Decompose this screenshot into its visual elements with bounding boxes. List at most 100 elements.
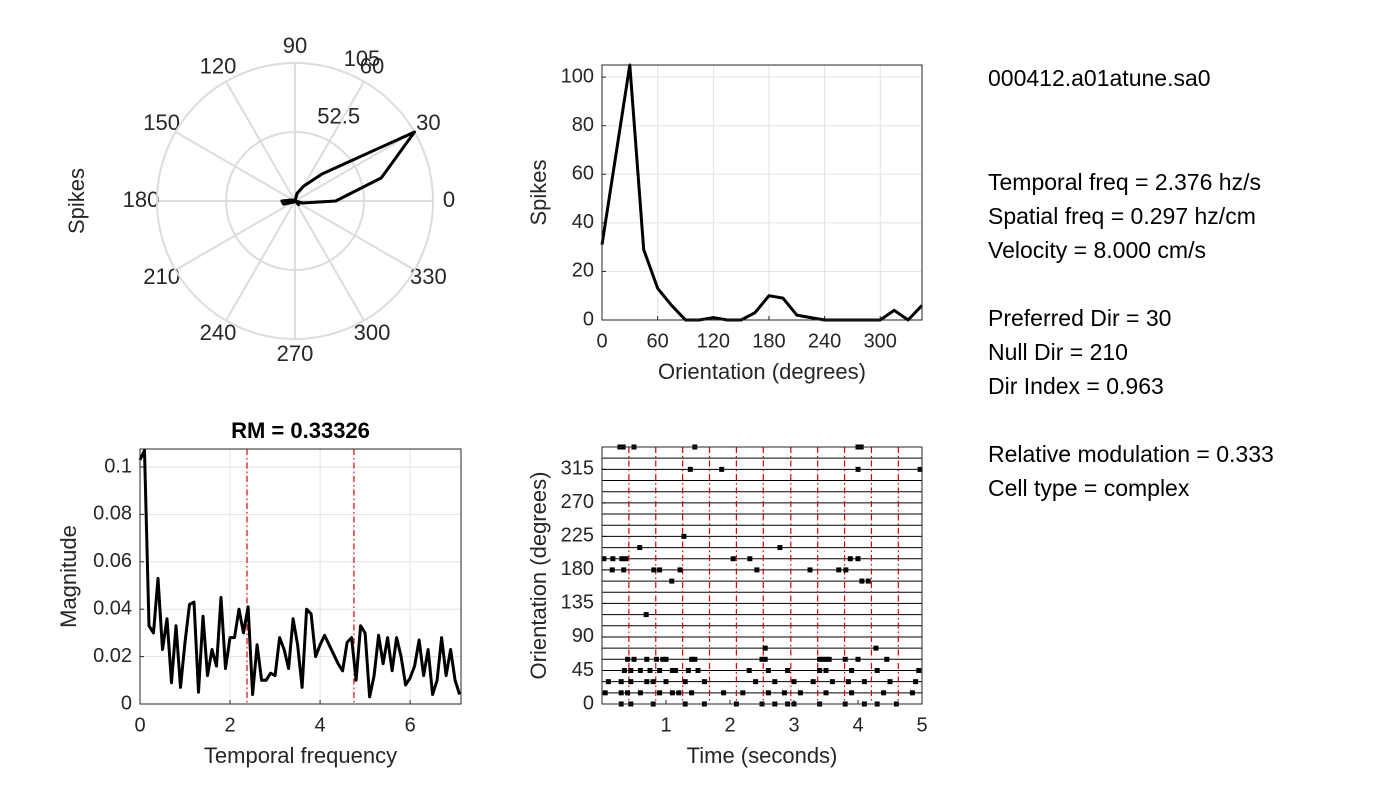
spike	[847, 556, 853, 562]
spike	[781, 690, 787, 696]
y-tick-label: 135	[561, 592, 594, 614]
spike	[823, 656, 829, 662]
info-line: Cell type = complex	[988, 475, 1190, 501]
y-axis-label: Spikes	[64, 168, 89, 234]
spike	[625, 656, 631, 662]
spike	[730, 556, 736, 562]
spike	[881, 690, 887, 696]
spike	[817, 667, 823, 673]
spike	[746, 667, 752, 673]
y-axis-label: Orientation (degrees)	[526, 472, 551, 680]
spike	[619, 556, 625, 562]
spike	[621, 567, 627, 573]
spike	[759, 656, 765, 662]
spike	[791, 679, 797, 685]
spike	[861, 679, 867, 685]
spike	[669, 690, 675, 696]
theta-tick-label: 0	[443, 187, 455, 212]
y-axis-label: Spikes	[526, 159, 551, 225]
spike	[637, 667, 643, 673]
theta-tick-label: 30	[416, 110, 440, 135]
x-tick-label: 120	[697, 330, 730, 352]
y-tick-label: 80	[572, 114, 594, 136]
spike	[677, 567, 683, 573]
spike	[621, 667, 627, 673]
spike	[653, 656, 659, 662]
spike	[917, 466, 923, 472]
spike	[887, 679, 893, 685]
spike	[602, 690, 608, 696]
spike	[692, 656, 698, 662]
y-tick-label: 0.06	[93, 550, 132, 572]
spike	[909, 690, 915, 696]
polar-circle	[156, 62, 434, 340]
spike	[842, 656, 848, 662]
spike	[609, 567, 615, 573]
x-tick-label: 300	[864, 330, 897, 352]
x-axis-label: Time (seconds)	[687, 743, 838, 768]
spike	[625, 690, 631, 696]
y-tick-label: 0.1	[104, 455, 132, 477]
spike	[647, 667, 653, 673]
data-line	[138, 448, 462, 699]
y-tick-label: 0.04	[93, 597, 132, 619]
spike	[762, 656, 768, 662]
spike	[765, 667, 771, 673]
spike	[601, 556, 607, 562]
spike	[676, 690, 682, 696]
x-tick-label: 2	[724, 714, 735, 736]
spike	[772, 679, 778, 685]
spike	[637, 690, 643, 696]
spike	[865, 578, 871, 584]
info-line: Null Dir = 210	[988, 339, 1128, 365]
x-tick-label: 6	[405, 714, 416, 736]
spike	[754, 567, 760, 573]
spike	[628, 667, 634, 673]
spike	[644, 656, 650, 662]
spike	[643, 612, 649, 618]
spike	[916, 667, 922, 673]
spike	[810, 679, 816, 685]
y-tick-label: 100	[561, 65, 594, 87]
x-axis-label: Orientation (degrees)	[658, 359, 866, 384]
spike	[855, 556, 861, 562]
y-tick-label: 315	[561, 458, 594, 480]
spike	[644, 679, 650, 685]
theta-tick-label: 240	[200, 320, 237, 345]
polar-line	[280, 130, 416, 207]
axes-box	[139, 448, 462, 705]
spike	[689, 656, 695, 662]
x-tick-label: 60	[647, 330, 669, 352]
spike	[829, 679, 835, 685]
axes-box	[601, 446, 923, 705]
spike	[685, 667, 691, 673]
axes-box	[601, 64, 923, 321]
x-tick-label: 4	[852, 714, 863, 736]
spike	[721, 690, 727, 696]
spike	[913, 679, 919, 685]
spike	[637, 545, 643, 551]
spike	[618, 679, 624, 685]
info-line: Preferred Dir = 30	[988, 305, 1171, 331]
theta-tick-label: 90	[283, 33, 307, 58]
x-tick-label: 0	[596, 330, 607, 352]
info-line: Temporal freq = 2.376 hz/s	[988, 169, 1261, 195]
x-tick-label: 180	[752, 330, 785, 352]
spike	[855, 656, 861, 662]
spike	[820, 656, 826, 662]
y-tick-label: 0.08	[93, 503, 132, 525]
plot-area	[602, 447, 922, 704]
spike	[660, 656, 666, 662]
spike	[797, 690, 803, 696]
spike	[657, 667, 663, 673]
spike	[826, 656, 832, 662]
spike	[682, 679, 688, 685]
spike	[777, 545, 783, 551]
spike	[663, 679, 669, 685]
spike	[785, 667, 791, 673]
spike	[823, 690, 829, 696]
spike	[873, 645, 879, 651]
y-tick-label: 90	[572, 625, 594, 647]
theta-tick-label: 180	[123, 187, 160, 212]
y-tick-label: 40	[572, 211, 594, 233]
